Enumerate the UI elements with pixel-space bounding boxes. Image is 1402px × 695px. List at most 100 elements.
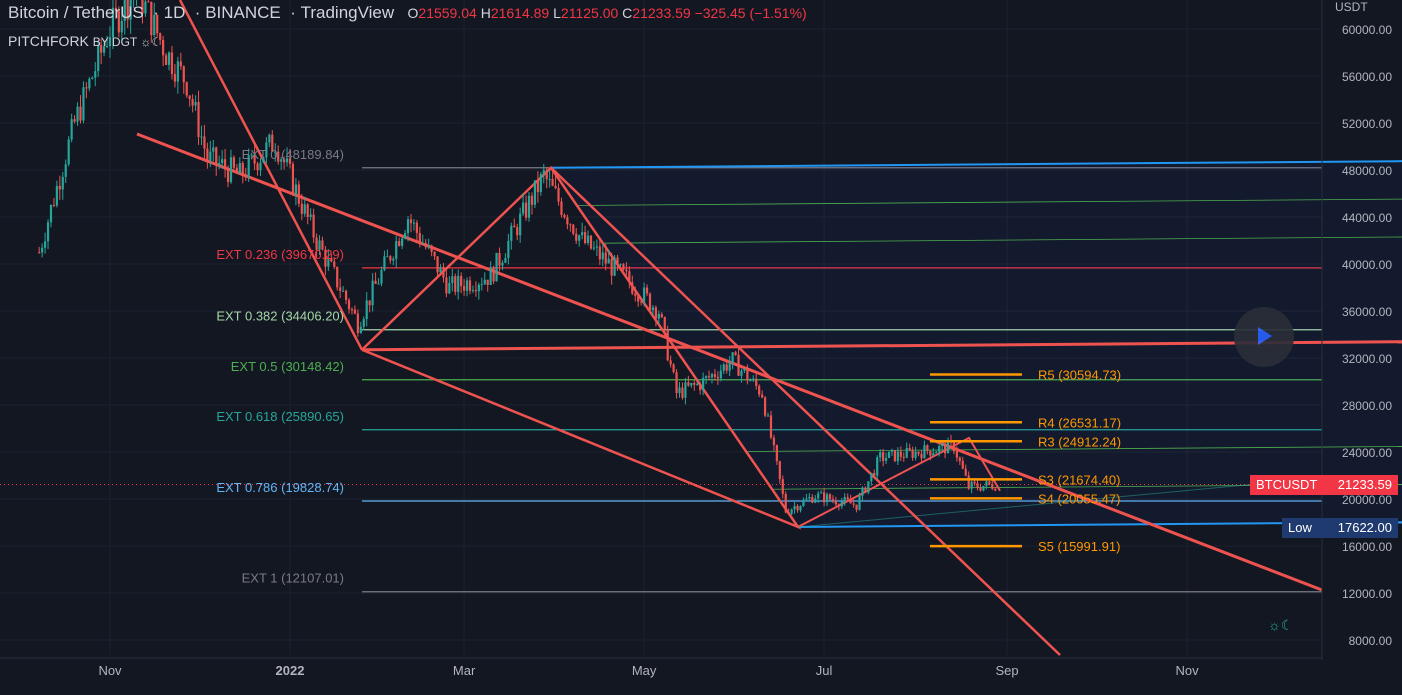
candle-body: [719, 370, 722, 379]
candle-body: [926, 445, 929, 451]
candle-body: [274, 151, 277, 153]
candle-body: [173, 74, 177, 82]
candle-body: [820, 492, 823, 494]
candle-body: [583, 232, 587, 244]
candle-body: [533, 180, 537, 205]
candle-body: [958, 457, 961, 461]
candle-body: [141, 0, 144, 14]
candle-body: [291, 163, 295, 195]
candle-body: [144, 1, 147, 14]
candle-body: [796, 506, 799, 511]
candle-body: [696, 383, 699, 385]
candle-body: [489, 267, 492, 285]
play-button[interactable]: [1234, 307, 1294, 367]
candle-body: [424, 243, 427, 248]
candle-body: [737, 354, 740, 376]
candle-body: [994, 488, 997, 491]
candle-body: [94, 71, 97, 78]
candle-body: [182, 66, 185, 83]
candle-body: [223, 159, 227, 170]
candle-body: [102, 46, 106, 53]
sub-pitchfork-line: [797, 477, 1323, 528]
candle-body: [412, 222, 416, 224]
candle-body: [861, 487, 864, 496]
candle-body: [342, 290, 345, 292]
y-tick-label: 24000.00: [1342, 446, 1392, 460]
candle-body: [409, 219, 413, 224]
candle-body: [651, 307, 655, 311]
indicator-legend[interactable]: PITCHFORK BY DGT ☼☾: [8, 33, 162, 49]
candle-body: [690, 382, 693, 386]
interval: 1D: [163, 3, 186, 22]
candle-body: [814, 498, 817, 503]
candle-body: [64, 164, 67, 177]
candle-body: [250, 154, 253, 156]
candle-body: [82, 87, 85, 121]
candle-body: [769, 415, 773, 438]
candle-body: [687, 382, 690, 386]
candle-body: [873, 472, 876, 476]
x-tick-label: 2022: [276, 663, 305, 678]
candle-body: [460, 275, 463, 287]
candle-body: [451, 276, 454, 284]
candle-body: [569, 224, 572, 226]
candle-body: [595, 246, 598, 248]
candle-body: [401, 238, 404, 246]
candle-body: [831, 499, 835, 501]
candle-body: [49, 205, 53, 223]
candle-body: [775, 445, 778, 462]
pivot-label: S4 (20055.47): [1038, 491, 1120, 506]
candle-body: [232, 157, 236, 168]
candle-body: [389, 256, 392, 261]
last-price-badge: 21233.59: [1320, 475, 1398, 495]
candle-body: [946, 440, 950, 454]
candle-body: [607, 258, 610, 264]
candle-body: [876, 457, 879, 476]
currency-label: USDT: [1335, 0, 1368, 14]
candle-body: [209, 151, 212, 161]
candle-body: [973, 481, 976, 484]
candle-body: [297, 184, 300, 204]
candle-body: [979, 487, 982, 491]
candle-body: [778, 461, 781, 480]
candle-body: [120, 21, 123, 33]
candle-body: [371, 280, 374, 306]
candle-body: [365, 300, 368, 320]
pivot-label: R3 (24912.24): [1038, 434, 1121, 449]
candle-body: [702, 378, 705, 391]
candle-body: [495, 252, 498, 282]
candle-body: [648, 293, 652, 311]
candle-body: [524, 202, 528, 218]
candle-body: [669, 360, 672, 365]
pitchfork-handle: [361, 165, 802, 530]
candle-body: [498, 252, 501, 266]
candle-body: [746, 368, 749, 381]
candle-body: [519, 213, 522, 236]
candle-body: [241, 163, 244, 177]
candle-body: [914, 451, 917, 458]
candle-body: [79, 106, 82, 121]
candle-body: [516, 227, 519, 236]
candle-body: [300, 203, 303, 214]
candle-body: [253, 154, 256, 164]
symbol-header[interactable]: Bitcoin / TetherUS · 1D · BINANCE · Trad…: [8, 3, 807, 22]
candle-body: [347, 300, 351, 310]
candle-body: [817, 493, 820, 499]
candle-body: [693, 382, 696, 385]
candle-body: [766, 415, 770, 417]
candle-body: [622, 264, 625, 270]
indicator-name: PITCHFORK: [8, 33, 89, 49]
candle-body: [604, 252, 607, 264]
candle-body: [628, 271, 631, 283]
candle-body: [905, 447, 908, 458]
candle-body: [403, 233, 407, 239]
candle-body: [421, 243, 424, 245]
candle-body: [634, 293, 637, 296]
candle-body: [262, 157, 265, 163]
candle-body: [480, 284, 483, 286]
ext-level-label: EXT 0.382 (34406.20): [216, 309, 344, 324]
candle-body: [170, 52, 174, 75]
candle-body: [52, 205, 56, 207]
candle-body: [678, 387, 681, 394]
